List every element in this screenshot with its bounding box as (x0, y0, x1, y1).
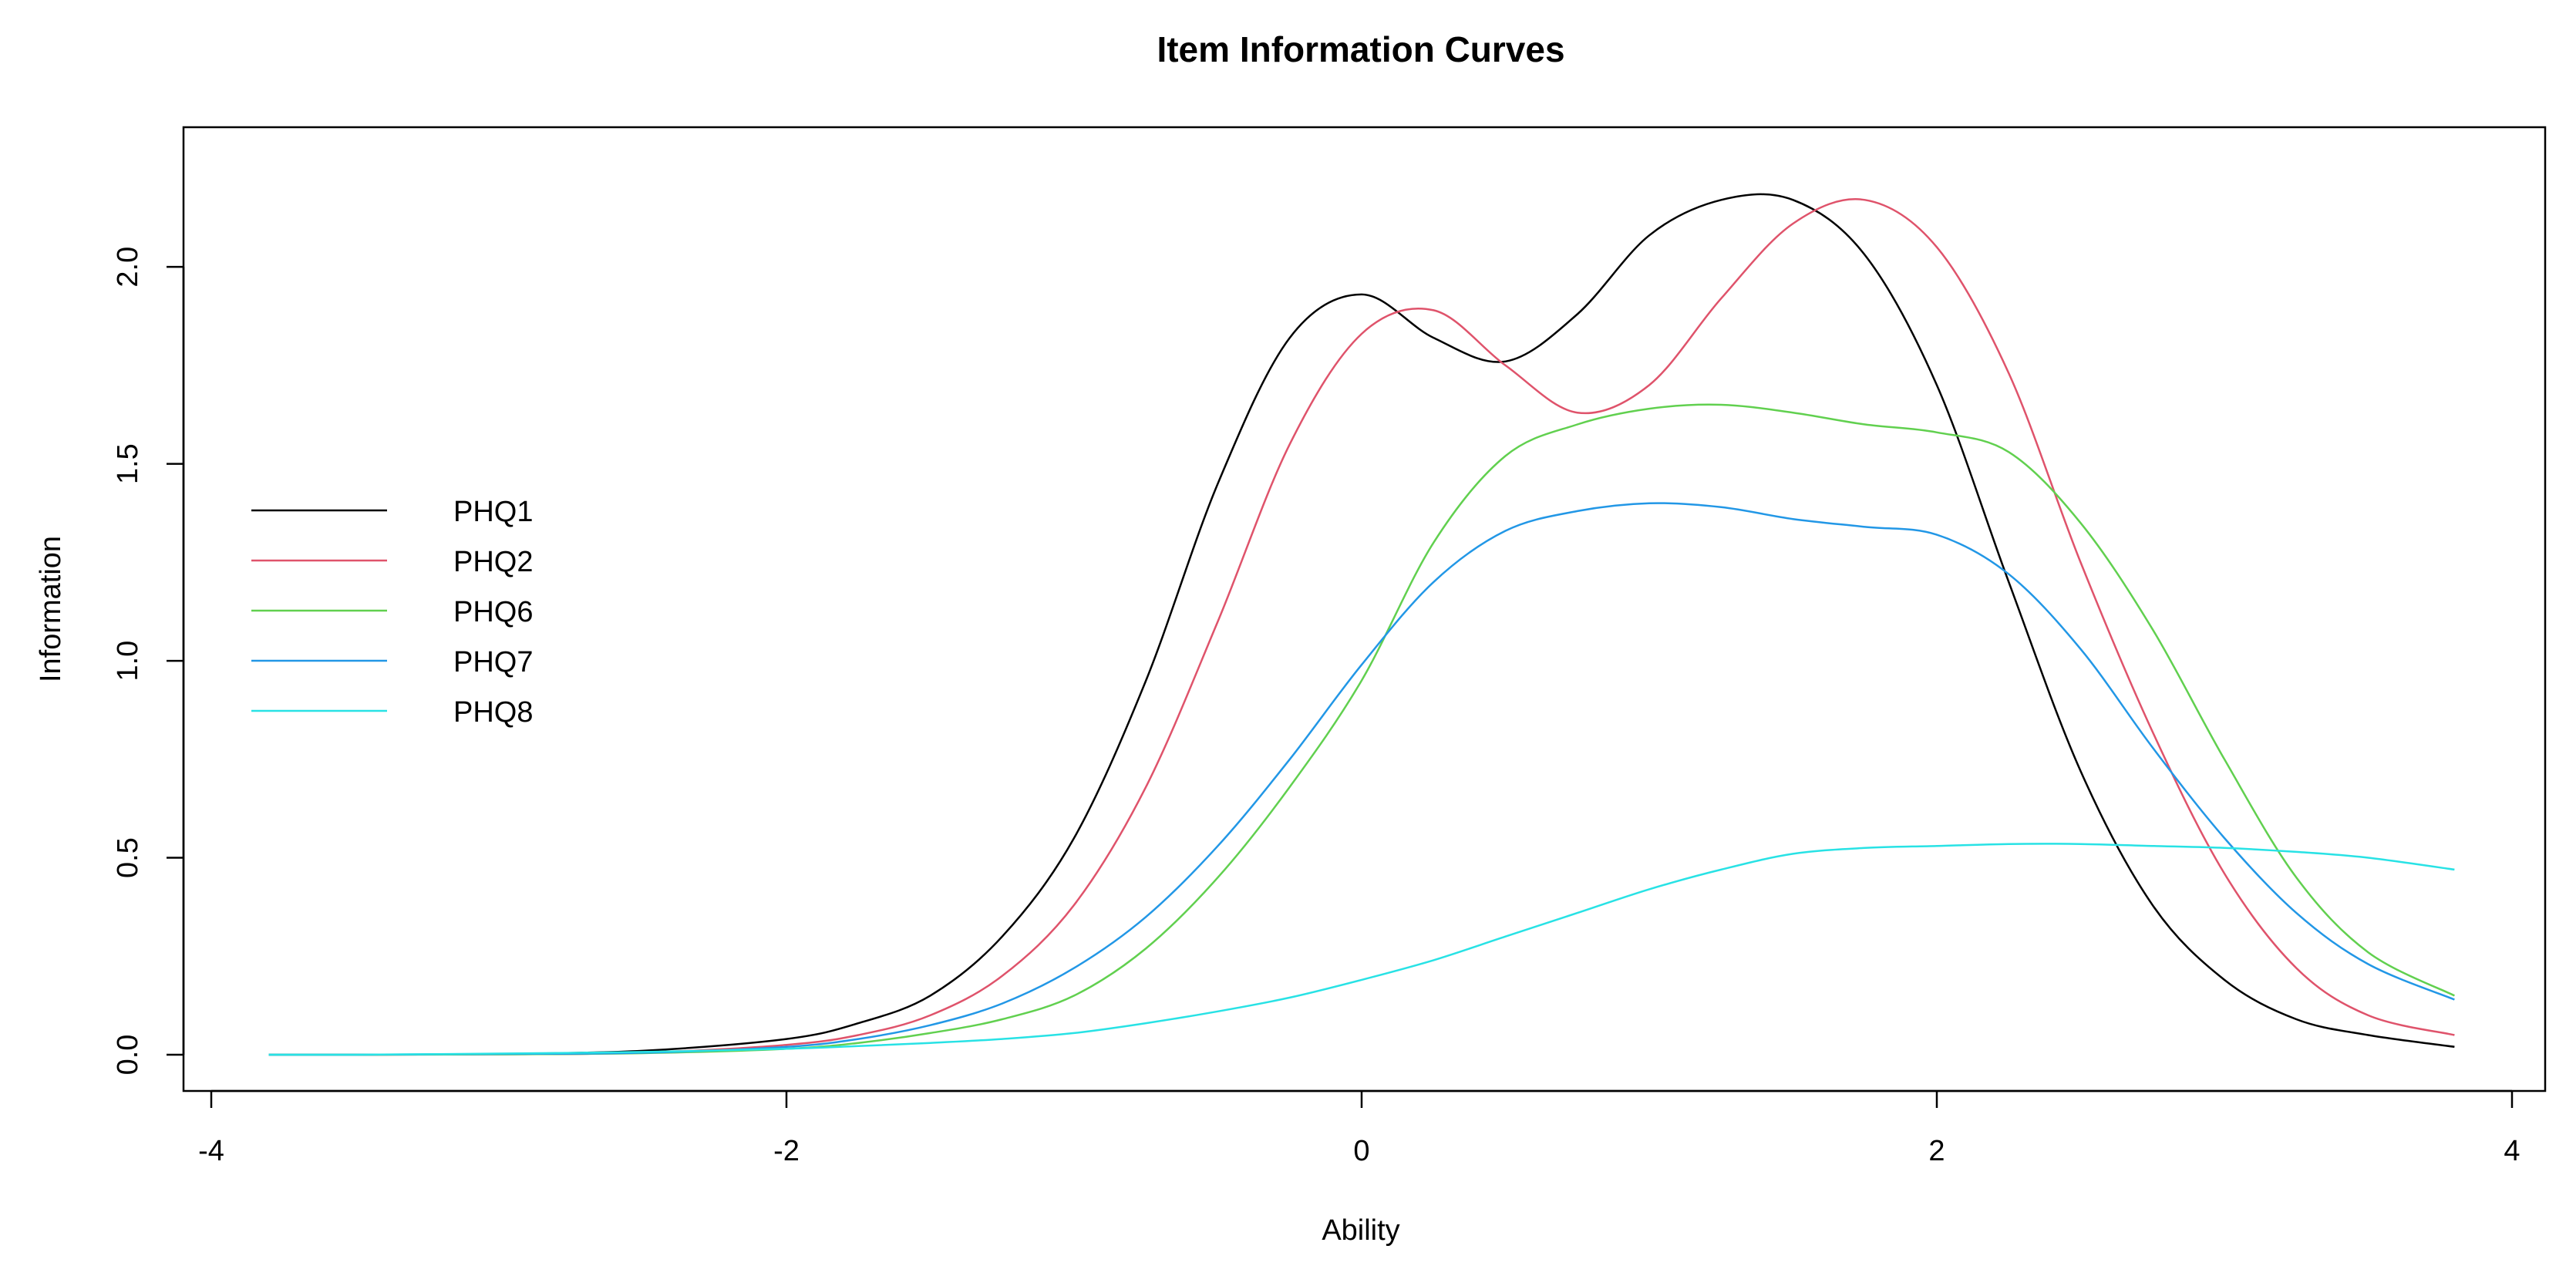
x-tick-label: 2 (1928, 1135, 1945, 1167)
x-tick-label: -4 (198, 1135, 224, 1167)
x-axis-title: Ability (1322, 1214, 1399, 1247)
legend-label-phq6: PHQ6 (453, 596, 533, 628)
x-axis: -4 -2 0 2 4 (198, 1089, 2520, 1167)
y-tick-label: 1.0 (112, 641, 144, 682)
chart-title: Item Information Curves (1157, 29, 1564, 69)
legend-label-phq7: PHQ7 (453, 646, 533, 678)
y-tick-label: 0.0 (112, 1035, 144, 1076)
legend-label-phq2: PHQ2 (453, 546, 533, 578)
y-axis-title: Information (35, 536, 67, 682)
x-tick-label: 4 (2504, 1135, 2520, 1167)
series-line-phq7 (268, 502, 2455, 1056)
series-line-phq2 (268, 198, 2455, 1056)
series-line-phq8 (268, 843, 2455, 1056)
legend-label-phq8: PHQ8 (453, 696, 533, 729)
y-tick-label: 2.0 (112, 247, 144, 288)
series-line-phq1 (268, 193, 2455, 1056)
legend-label-phq1: PHQ1 (453, 496, 533, 528)
y-axis: 0.0 0.5 1.0 1.5 2.0 (112, 247, 185, 1076)
x-tick-label: 0 (1353, 1135, 1369, 1167)
series-line-phq6 (268, 403, 2455, 1056)
series-layer (268, 193, 2455, 1056)
y-tick-label: 1.5 (112, 443, 144, 484)
plot-frame (182, 126, 2547, 1093)
x-tick-label: -2 (773, 1135, 800, 1167)
legend: PHQ1 PHQ2 PHQ6 PHQ7 PHQ8 (251, 496, 533, 729)
y-tick-label: 0.5 (112, 837, 144, 878)
